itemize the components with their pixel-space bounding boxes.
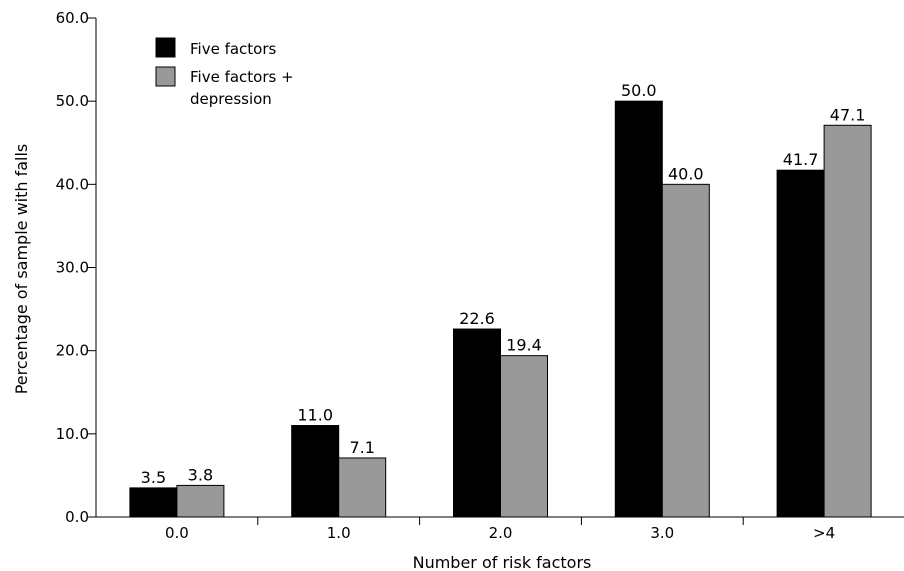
y-tick-label: 0.0 [65, 508, 89, 526]
bar-series-2-0 [176, 484, 225, 518]
legend-swatch-five-factors-depression [155, 66, 176, 87]
x-tick-label: 1.0 [327, 524, 351, 542]
bar-series-1-0 [129, 487, 178, 518]
y-axis: 0.0 10.0 20.0 30.0 40.0 50.0 60.0 [56, 9, 97, 526]
y-tick-label: 60.0 [56, 9, 89, 27]
data-label: 3.5 [141, 468, 166, 487]
bars [129, 100, 872, 518]
bar-series-2-2 [500, 355, 548, 518]
x-tick-label: 0.0 [165, 524, 189, 542]
bar-series-1-4 [776, 169, 825, 518]
bar-series-1-1 [291, 425, 340, 518]
x-axis-title: Number of risk factors [413, 553, 592, 571]
bar-series-1-2 [453, 328, 501, 518]
data-labels: 3.5 11.0 22.6 50.0 41.7 3.8 7.1 19.4 40.0 47.1 [141, 81, 866, 487]
data-label: 3.8 [188, 465, 213, 484]
legend: Five factors Five factors + depression [155, 37, 294, 108]
data-label: 47.1 [830, 105, 866, 124]
legend-label-five-factors-depression-line1: Five factors + [190, 68, 294, 86]
data-label: 41.7 [783, 150, 819, 169]
y-tick-label: 10.0 [56, 425, 89, 443]
data-label: 7.1 [349, 438, 374, 457]
x-tick-label: >4 [813, 524, 835, 542]
y-tick-label: 40.0 [56, 175, 89, 193]
x-tick-label: 3.0 [650, 524, 674, 542]
bar-series-2-4 [823, 124, 872, 518]
y-axis-title: Percentage of sample with falls [12, 144, 31, 395]
data-label: 50.0 [621, 81, 657, 100]
y-tick-label: 30.0 [56, 259, 89, 277]
data-label: 40.0 [668, 164, 704, 183]
legend-swatch-five-factors [155, 37, 176, 58]
y-tick-label: 50.0 [56, 92, 89, 110]
x-axis: 0.0 1.0 2.0 3.0 >4 [96, 516, 904, 542]
legend-label-five-factors: Five factors [190, 40, 277, 58]
data-label: 19.4 [506, 336, 542, 355]
y-tick-label: 20.0 [56, 342, 89, 360]
data-label: 22.6 [459, 309, 495, 328]
data-label: 11.0 [297, 406, 333, 425]
bar-series-2-3 [661, 183, 710, 518]
bar-series-2-1 [338, 457, 387, 518]
bar-series-1-3 [614, 100, 663, 518]
x-tick-label: 2.0 [489, 524, 513, 542]
legend-label-five-factors-depression-line2: depression [190, 90, 272, 108]
